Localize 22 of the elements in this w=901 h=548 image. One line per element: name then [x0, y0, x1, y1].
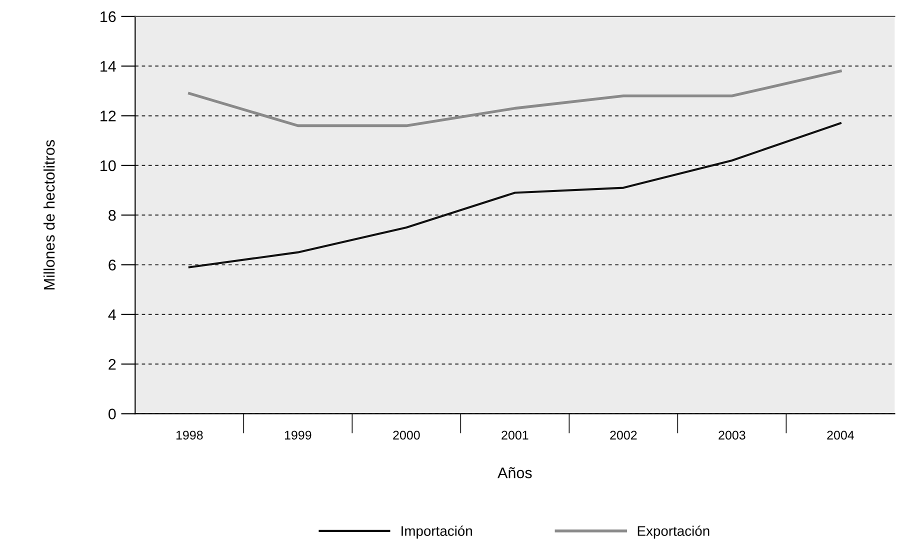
y-tick-label: 0	[108, 408, 116, 420]
line-series	[188, 122, 842, 268]
y-tick-label: 4	[108, 309, 116, 320]
y-tick-label: 8	[108, 210, 116, 221]
y-tick-label: 10	[100, 160, 116, 172]
y-tick-label: 2	[108, 358, 116, 370]
legend-label: Exportación	[638, 526, 710, 539]
y-tick-label: 14	[100, 61, 116, 72]
line-series	[188, 70, 842, 128]
legend-label: Importación	[402, 526, 472, 539]
y-tick-label: 16	[100, 11, 116, 22]
x-tick-label: 1999	[284, 430, 312, 440]
x-tick-label: 2003	[718, 430, 746, 440]
x-tick-label: 2002	[610, 430, 637, 440]
x-tick-label: 2001	[502, 430, 528, 440]
x-tick-label: 2004	[827, 430, 854, 440]
y-axis-title: Millones de hectolitros	[44, 140, 55, 290]
x-tick-label: 2000	[393, 430, 420, 440]
y-tick-label: 12	[100, 110, 116, 122]
x-tick-label: 1998	[176, 430, 203, 440]
y-tick-label: 6	[108, 260, 116, 270]
x-axis-title: Años	[498, 467, 532, 478]
